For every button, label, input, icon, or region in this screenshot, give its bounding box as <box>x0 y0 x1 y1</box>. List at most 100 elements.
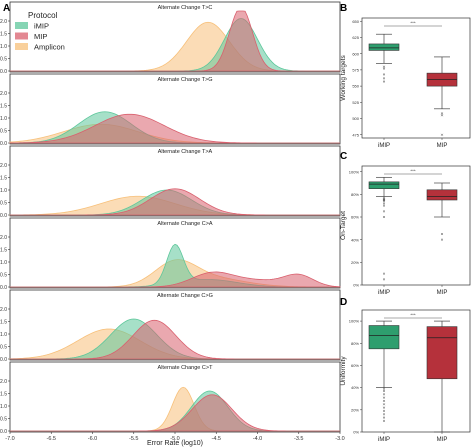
subplot-title: Alternate Change C>A <box>157 221 213 227</box>
panel-a-label: A <box>3 3 10 14</box>
y-tick-label: 1.5 <box>0 176 7 182</box>
subplot-frame <box>9 1 341 73</box>
subplot-title: Alternate Change C>G <box>157 293 213 299</box>
y-tick-label: 525 <box>352 100 359 105</box>
density-plots: Alternate Change T>C 0.0 0.5 1.0 1.5 2.0 Alter… <box>0 1 345 447</box>
y-tick-label: 1.0 <box>0 332 7 338</box>
density-subplot-alternate-change-t-a: Alternate Change T>A 0.0 0.5 1.0 1.5 2.0 <box>0 145 341 219</box>
y-tick-label: 2.0 <box>0 163 7 169</box>
outlier-point <box>440 238 444 241</box>
box-mip <box>426 182 458 241</box>
legend-label-mip: MIP <box>34 32 47 41</box>
y-tick-label: 625 <box>352 35 359 40</box>
y-tick-label: 0.0 <box>0 141 7 147</box>
x-tick-label-imip: iMIP <box>378 437 390 443</box>
density-subplot-alternate-change-c-a: Alternate Change C>A 0.0 0.5 1.0 1.5 2.0 <box>0 217 341 291</box>
y-tick-label: 0% <box>353 283 359 288</box>
legend-label-imip: iMIP <box>34 22 49 31</box>
outlier-point <box>382 67 386 70</box>
subplot-frame <box>9 73 341 145</box>
box-iqr <box>426 326 458 380</box>
x-tick-label-imip: iMIP <box>378 290 390 296</box>
density-mip <box>10 271 341 288</box>
y-tick-label: 80% <box>351 341 359 346</box>
outlier-point <box>382 210 386 213</box>
y-tick-label: 0.0 <box>0 429 7 435</box>
box-mip <box>426 56 458 136</box>
outlier-point <box>382 387 386 390</box>
outlier-point <box>382 215 386 219</box>
outlier-point <box>382 202 386 205</box>
x-axis-label: Error Rate (log10) <box>147 440 203 447</box>
y-tick-label: 40% <box>351 237 359 242</box>
box-frame <box>361 309 471 433</box>
outlier-point <box>382 419 386 422</box>
outlier-point <box>440 112 444 115</box>
outlier-point <box>440 232 444 236</box>
y-tick-label: 60% <box>351 363 359 368</box>
x-tick-label: -3.5 <box>294 436 303 442</box>
box-imip <box>368 320 400 422</box>
outlier-point <box>382 389 386 393</box>
y-tick-label: 1.5 <box>0 320 7 326</box>
outlier-point <box>382 80 386 83</box>
outlier-point <box>382 406 386 409</box>
y-tick-label: 80% <box>351 192 359 197</box>
box-panel-uniformity: 0% 20% 40% 60% 80% 100% Uniformity iMIP MIP *** <box>340 309 471 443</box>
outlier-point <box>382 196 386 199</box>
subplot-title: Alternate Change T>G <box>157 77 212 83</box>
panel-c-label: C <box>340 151 347 162</box>
y-tick-label: 1.5 <box>0 32 7 38</box>
y-tick-label: 1.5 <box>0 392 7 398</box>
outlier-point <box>382 403 386 406</box>
subplot-frame <box>9 289 341 361</box>
y-tick-label: 475 <box>352 132 359 137</box>
y-tick-label: 2.0 <box>0 19 7 25</box>
y-tick-label: 600 <box>352 51 359 56</box>
legend-title: Protocol <box>28 11 58 20</box>
outlier-point <box>382 413 386 416</box>
y-tick-label: 100% <box>349 169 360 174</box>
outlier-point <box>382 204 386 207</box>
box-frame <box>361 165 471 286</box>
outlier-point <box>382 396 386 399</box>
y-tick-label: 0.0 <box>0 357 7 363</box>
y-tick-label: 40% <box>351 385 359 390</box>
box-imip <box>368 33 400 83</box>
density-subplot-alternate-change-c-t: Alternate Change C>T 0.0 0.5 1.0 1.5 2.0 <box>0 361 341 435</box>
x-tick-label: -6.0 <box>88 436 97 442</box>
y-tick-label: 550 <box>352 84 359 89</box>
box-panel-on-target: 0% 20% 40% 60% 80% 100% On-Target iMIP MIP *** <box>340 165 471 296</box>
y-tick-label: 0.0 <box>0 69 7 75</box>
box-iqr <box>368 325 400 350</box>
legend-swatch-imip <box>15 22 28 29</box>
x-tick-label-mip: MIP <box>437 290 448 296</box>
y-tick-label: 1.0 <box>0 116 7 122</box>
y-axis-label: Working targets <box>340 55 347 101</box>
y-tick-label: 100% <box>349 319 360 324</box>
y-tick-label: 0.5 <box>0 417 7 423</box>
y-tick-label: 1.0 <box>0 260 7 266</box>
outlier-point <box>382 65 386 68</box>
outlier-point <box>382 278 386 281</box>
outlier-point <box>382 77 386 80</box>
box-imip <box>368 176 400 281</box>
y-tick-label: 1.0 <box>0 404 7 410</box>
outlier-point <box>382 416 386 419</box>
y-tick-label: 2.0 <box>0 379 7 385</box>
y-tick-label: 60% <box>351 215 359 220</box>
panel-b-label: B <box>340 3 347 14</box>
subplot-frame <box>9 217 341 289</box>
panel-d-label: D <box>340 297 347 308</box>
x-tick-label: -6.5 <box>47 436 56 442</box>
y-tick-label: 575 <box>352 67 359 72</box>
x-tick-label: -5.0 <box>170 436 179 442</box>
box-iqr <box>426 189 458 201</box>
x-tick-label: -4.0 <box>253 436 262 442</box>
y-tick-label: 1.5 <box>0 104 7 110</box>
subplot-title: Alternate Change T>C <box>158 5 213 11</box>
y-tick-label: 0.5 <box>0 345 7 351</box>
density-mip <box>10 188 340 216</box>
density-mip <box>10 10 340 72</box>
